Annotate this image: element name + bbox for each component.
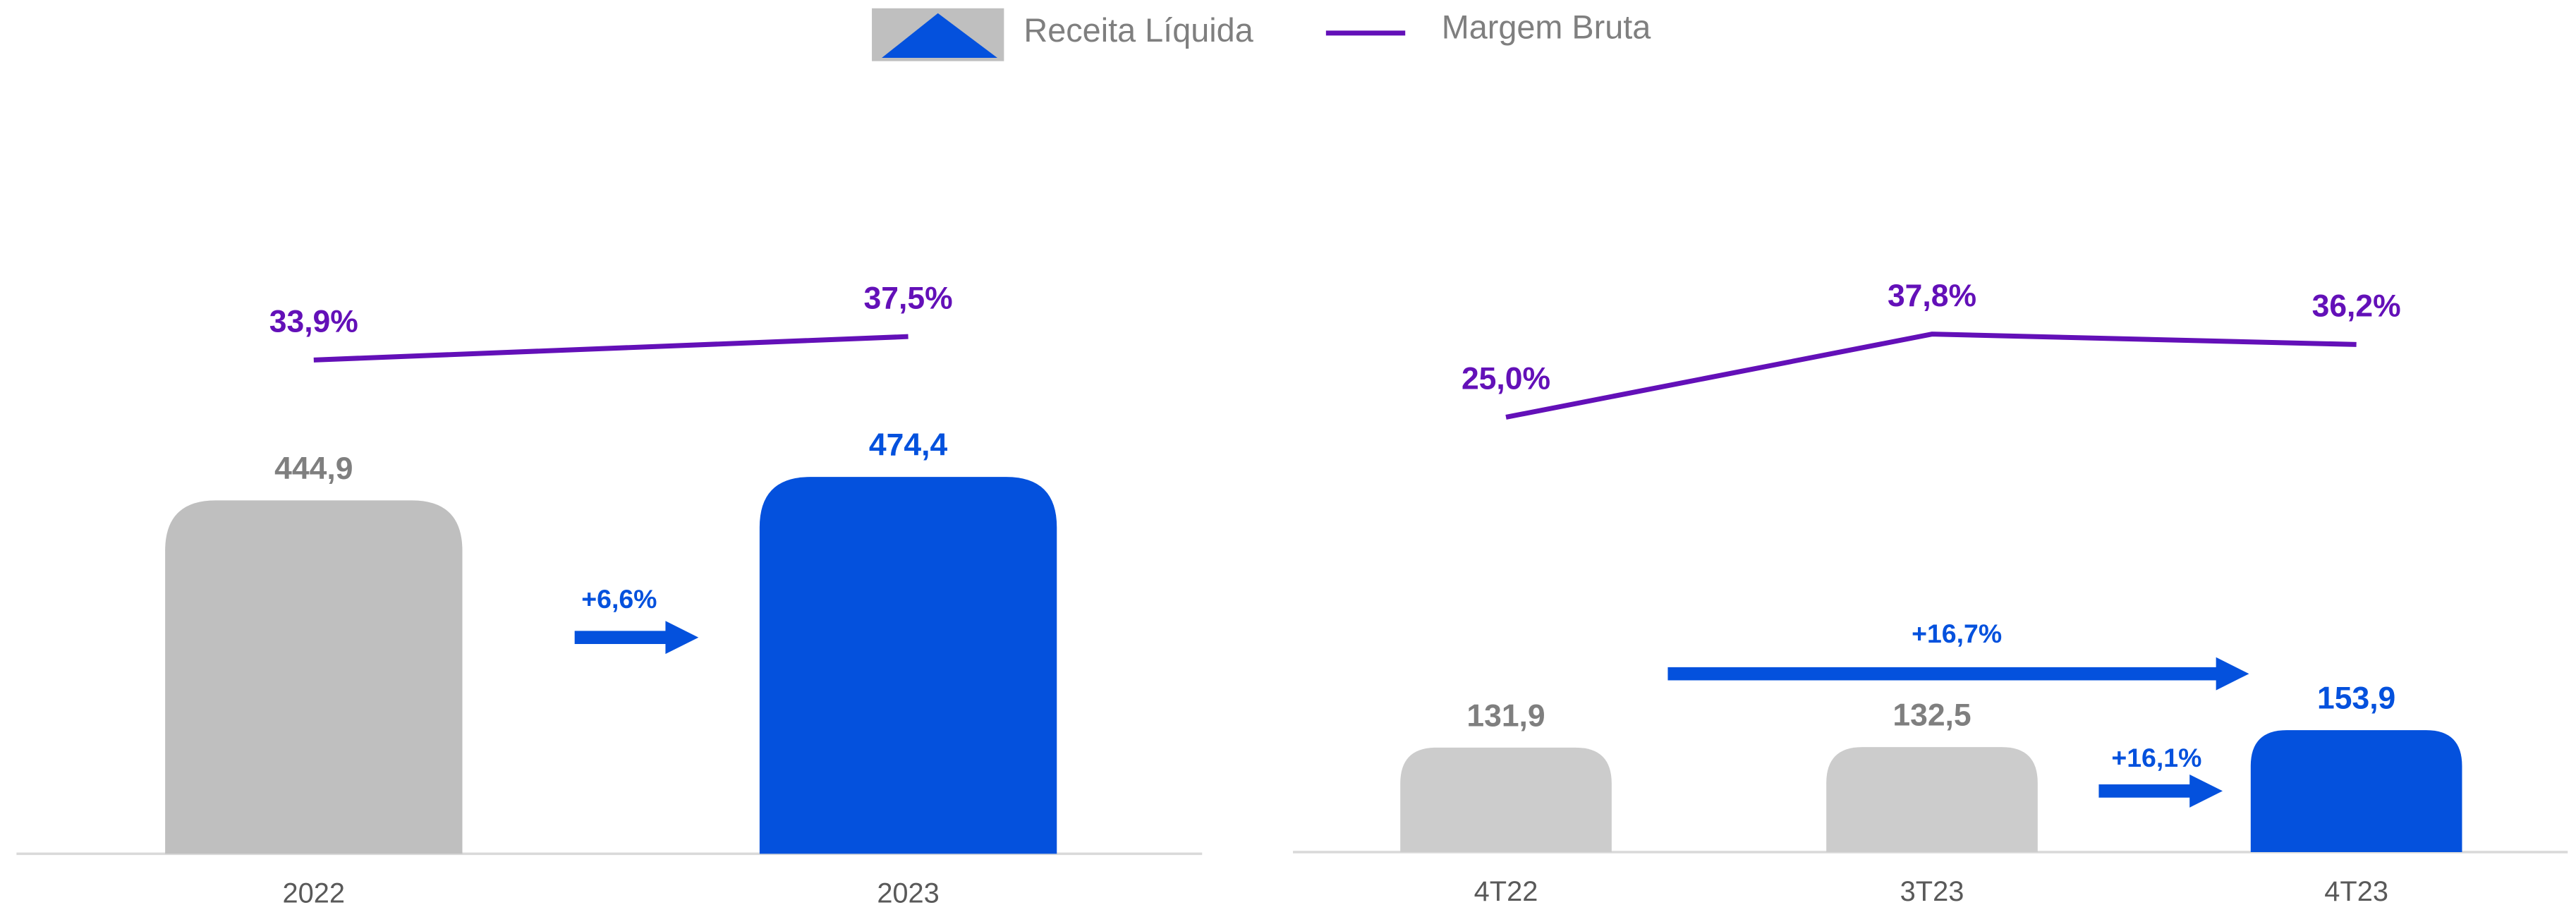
line-value-label: 25,0% xyxy=(1462,362,1550,396)
annotation: +6,6% xyxy=(581,584,657,614)
legend-label: Receita Líquida xyxy=(1023,12,1253,49)
line-value-label: 37,8% xyxy=(1888,279,1976,313)
line-value-label: 33,9% xyxy=(269,305,358,339)
x-tick-label: 2022 xyxy=(283,877,346,905)
line-value-label: 36,2% xyxy=(2312,289,2401,324)
annotation: +16,7% xyxy=(1912,619,2002,648)
x-tick-label: 3T23 xyxy=(1900,876,1964,905)
annotation: +16,1% xyxy=(2111,743,2201,772)
line-series xyxy=(313,334,909,363)
bar-value-label: 132,5 xyxy=(1892,698,1971,733)
bar-value-label: 153,9 xyxy=(2317,681,2395,716)
line-value-label: 37,5% xyxy=(864,281,953,315)
annotation-arrow xyxy=(574,621,699,655)
annotation-arrow xyxy=(2098,775,2223,808)
bar xyxy=(759,477,1057,854)
bar-value-label: 474,4 xyxy=(869,428,948,463)
line-series xyxy=(1505,332,2357,420)
legend-label: Margem Bruta xyxy=(1442,9,1652,46)
legend-swatch-icon xyxy=(882,13,997,58)
legend: Receita Líquida Margem Bruta xyxy=(872,8,1651,61)
annotation-arrow xyxy=(1667,657,2249,691)
bar-value-label: 131,9 xyxy=(1466,698,1545,733)
bar xyxy=(165,500,463,854)
bar xyxy=(1400,747,1612,853)
x-tick-label: 2023 xyxy=(877,877,940,905)
bar xyxy=(2250,730,2462,853)
x-tick-label: 4T22 xyxy=(1474,876,1538,905)
x-tick-label: 4T23 xyxy=(2324,876,2388,905)
bar xyxy=(1826,747,2038,853)
bar-value-label: 444,9 xyxy=(274,451,353,486)
